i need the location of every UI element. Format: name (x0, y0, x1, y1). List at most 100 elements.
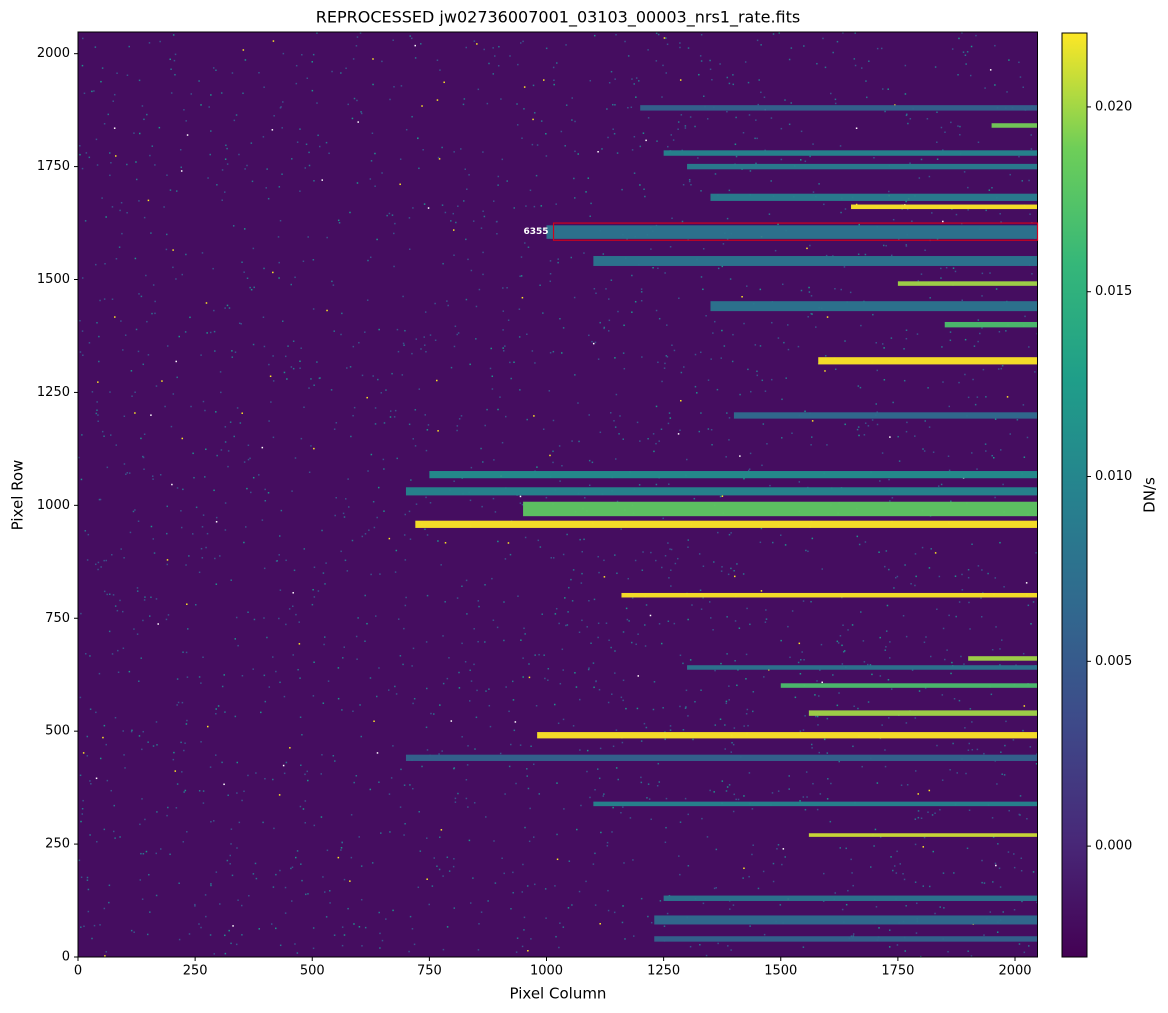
noise (150, 414, 152, 416)
noise (699, 943, 701, 946)
noise (81, 167, 84, 170)
noise (821, 681, 823, 684)
noise (699, 589, 702, 592)
noise (533, 205, 536, 208)
noise (599, 923, 601, 925)
noise (113, 93, 116, 96)
noise (698, 553, 701, 555)
noise (255, 877, 258, 880)
noise (567, 907, 570, 909)
noise (376, 238, 378, 241)
noise (723, 345, 726, 347)
noise (496, 626, 499, 629)
noise (426, 837, 428, 839)
noise (425, 687, 428, 690)
noise (834, 288, 836, 290)
noise (299, 677, 301, 679)
noise (926, 118, 929, 120)
noise (802, 600, 805, 602)
noise (180, 741, 182, 744)
noise (520, 275, 523, 277)
noise (520, 256, 523, 258)
noise (412, 647, 415, 650)
noise (611, 693, 613, 695)
noise (929, 297, 931, 299)
noise (658, 781, 661, 783)
noise (636, 707, 639, 710)
noise (997, 843, 999, 845)
noise (278, 617, 280, 620)
noise (885, 646, 887, 648)
noise (243, 461, 246, 463)
noise (631, 641, 633, 644)
noise (317, 590, 320, 592)
noise (460, 415, 463, 417)
noise (176, 704, 178, 706)
noise (532, 84, 535, 87)
noise (653, 450, 655, 453)
noise (343, 516, 346, 518)
noise (351, 539, 354, 542)
noise (700, 351, 702, 354)
noise (369, 256, 372, 259)
noise (307, 893, 309, 895)
noise (156, 744, 158, 746)
noise (689, 945, 692, 948)
noise (393, 86, 395, 88)
noise (184, 789, 187, 792)
noise (647, 915, 649, 918)
noise (156, 811, 158, 813)
noise (530, 745, 532, 747)
noise (1005, 720, 1007, 723)
noise (442, 262, 444, 265)
noise (465, 46, 468, 49)
noise (531, 350, 534, 352)
noise (852, 884, 854, 887)
noise (394, 685, 396, 688)
noise (564, 145, 566, 147)
noise (138, 200, 140, 202)
noise (942, 627, 945, 630)
noise (155, 894, 158, 897)
noise (242, 92, 244, 95)
noise (589, 215, 591, 218)
noise (734, 143, 737, 146)
noise (733, 569, 735, 572)
noise (103, 724, 106, 727)
noise (562, 718, 565, 721)
noise (436, 99, 439, 101)
noise (114, 605, 117, 607)
noise (964, 373, 966, 376)
noise (414, 57, 417, 59)
noise (547, 667, 550, 670)
noise (728, 189, 731, 192)
noise (974, 403, 977, 406)
noise (501, 441, 504, 444)
noise (888, 657, 891, 659)
noise (80, 612, 82, 615)
noise (544, 888, 547, 890)
noise (1000, 751, 1002, 753)
noise (788, 775, 790, 777)
noise (359, 704, 361, 706)
noise (419, 850, 422, 852)
noise (713, 561, 715, 563)
noise (288, 608, 291, 610)
noise (182, 841, 185, 843)
noise (134, 509, 136, 511)
noise (991, 648, 994, 651)
noise (499, 396, 501, 398)
noise (780, 639, 782, 642)
noise (404, 513, 407, 516)
noise (556, 833, 558, 836)
noise (304, 773, 306, 776)
noise (888, 478, 890, 481)
noise (622, 631, 625, 633)
noise (830, 782, 832, 785)
noise (360, 865, 363, 867)
noise (539, 546, 542, 548)
noise (275, 873, 277, 876)
noise (399, 806, 402, 808)
noise (484, 641, 486, 643)
noise (747, 368, 749, 371)
